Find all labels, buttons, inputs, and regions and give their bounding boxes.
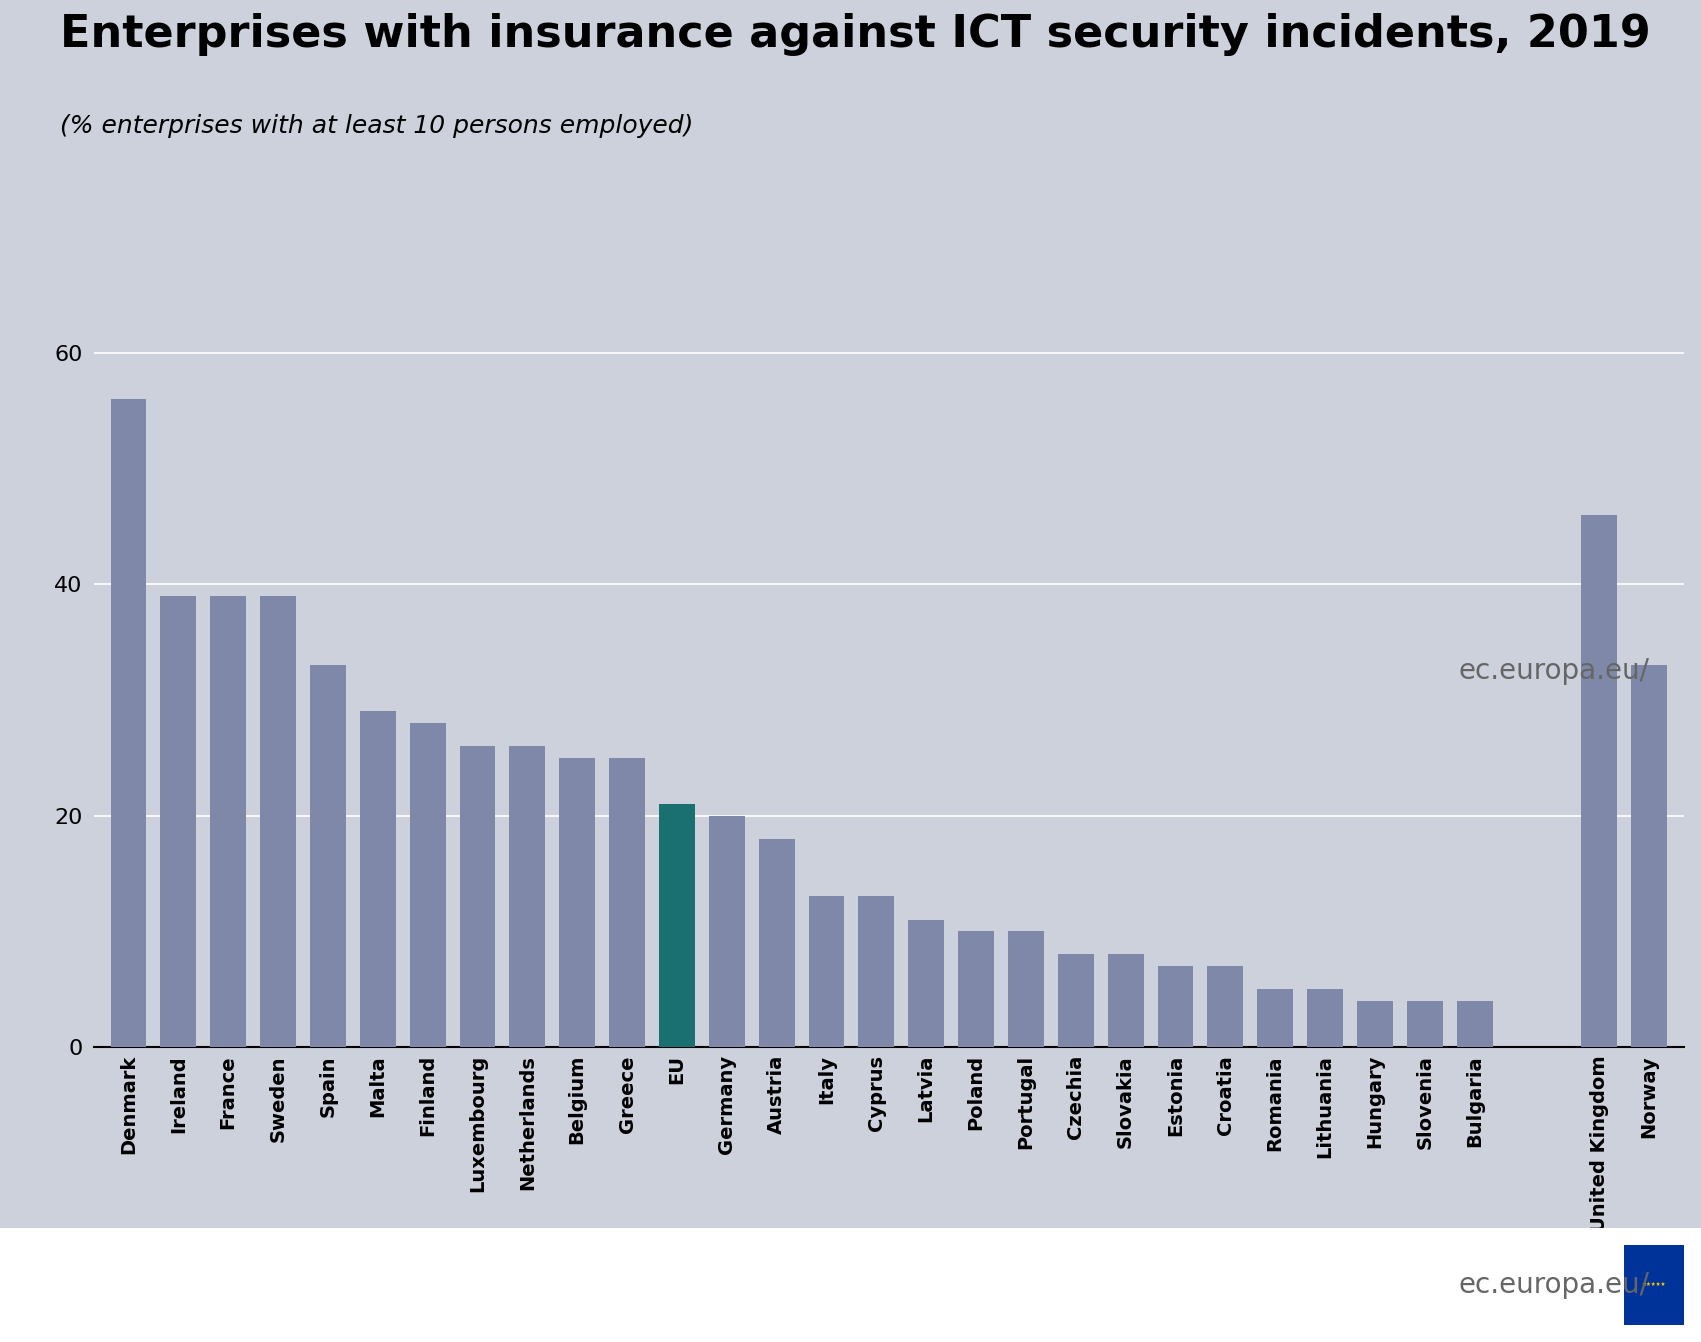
Bar [1306,989,1344,1047]
Bar [361,711,396,1047]
Bar [1624,1245,1684,1325]
Bar [1582,515,1618,1047]
Bar [560,758,595,1047]
Bar [609,758,645,1047]
Bar [759,839,794,1047]
Bar [111,400,146,1047]
Bar [1357,1001,1393,1047]
Text: ec.europa.eu/: ec.europa.eu/ [1459,1271,1650,1299]
Bar [509,746,546,1047]
Text: Enterprises with insurance against ICT security incidents, 2019: Enterprises with insurance against ICT s… [60,13,1650,56]
Bar [160,596,196,1047]
Bar [260,596,296,1047]
Bar [1058,954,1094,1047]
Bar [1631,666,1667,1047]
Text: (% enterprises with at least 10 persons employed): (% enterprises with at least 10 persons … [60,114,692,138]
Bar [1456,1001,1492,1047]
Bar [1009,931,1044,1047]
Bar [1407,1001,1442,1047]
Bar [1208,966,1243,1047]
Bar [658,804,694,1047]
Bar [459,746,495,1047]
Text: ec.europa.eu/: ec.europa.eu/ [1459,658,1650,684]
Bar [908,919,944,1047]
Text: ec.europa.eu/eurostat: ec.europa.eu/eurostat [1344,1271,1650,1299]
Bar [808,896,844,1047]
Bar [709,816,745,1047]
Bar [211,596,247,1047]
Bar [1157,966,1194,1047]
Bar [1107,954,1143,1047]
Bar [410,723,446,1047]
Bar [310,666,345,1047]
Bar [1257,989,1293,1047]
Bar [859,896,895,1047]
Bar [958,931,993,1047]
Text: ★★★★★: ★★★★★ [1641,1283,1667,1287]
